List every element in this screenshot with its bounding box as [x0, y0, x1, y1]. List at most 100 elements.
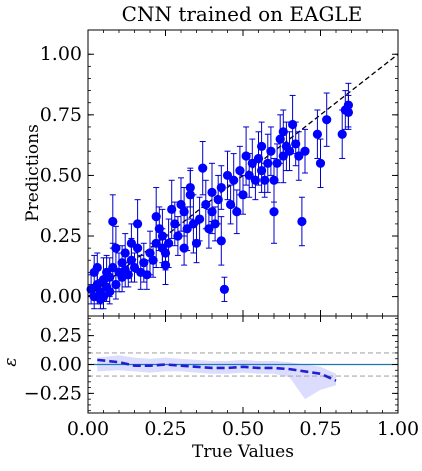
data-point [185, 182, 195, 193]
data-point [98, 292, 109, 302]
data-point [179, 207, 189, 217]
data-point [247, 158, 257, 168]
data-point [111, 279, 121, 290]
data-point [123, 270, 133, 280]
data-point [92, 262, 102, 273]
data-point [226, 199, 236, 210]
data-point [148, 255, 158, 265]
x-tick-label: 0.75 [299, 418, 341, 440]
data-point [238, 190, 248, 200]
residual-plot-frame [87, 315, 399, 414]
data-point [322, 115, 332, 125]
data-point [145, 248, 155, 258]
data-point [343, 107, 353, 118]
data-point [288, 119, 298, 130]
data-point [160, 260, 171, 270]
data-point [284, 146, 295, 156]
data-point [126, 255, 136, 265]
y-tick-label: 0.25 [40, 225, 82, 247]
x-tick-label: 0.00 [67, 418, 109, 440]
data-point [195, 214, 205, 224]
data-point [263, 158, 273, 168]
data-point [151, 238, 161, 248]
data-point [207, 187, 217, 197]
data-point [204, 224, 214, 234]
data-point [201, 199, 211, 210]
y-tick-label: 0.75 [40, 104, 82, 126]
data-point [278, 151, 288, 161]
data-point [111, 243, 121, 253]
data-point [108, 216, 118, 227]
data-point [105, 287, 115, 297]
data-point [337, 129, 347, 139]
data-point [222, 170, 233, 181]
data-point [216, 182, 226, 193]
data-point [173, 231, 183, 241]
data-point [154, 224, 164, 234]
data-point [133, 219, 143, 229]
data-point [86, 284, 96, 294]
data-point [297, 216, 307, 227]
data-point [142, 270, 152, 280]
data-point [275, 134, 285, 144]
data-point [272, 158, 282, 168]
data-point [188, 219, 198, 229]
data-point [257, 141, 267, 151]
data-point [105, 272, 115, 282]
data-point [213, 195, 223, 205]
data-point [164, 238, 174, 248]
residual-y-tick-label: 0.00 [40, 354, 82, 376]
data-point [294, 151, 304, 161]
data-point [170, 219, 180, 229]
x-tick-label: 1.00 [377, 418, 419, 440]
data-point [244, 170, 254, 181]
data-point [151, 212, 161, 222]
data-point [235, 165, 245, 176]
data-point [219, 284, 229, 294]
data-point [269, 207, 279, 217]
data-point [207, 207, 217, 217]
y-tick-label: 0.50 [40, 164, 82, 186]
data-point [257, 165, 267, 176]
data-point [179, 243, 189, 253]
residual-y-tick-label: 0.25 [40, 325, 82, 347]
data-point [191, 238, 202, 248]
data-point [250, 175, 260, 185]
y-tick-label: 0.00 [40, 286, 82, 308]
residual-y-tick-label: −0.25 [24, 382, 82, 404]
data-point [260, 175, 270, 185]
data-point [176, 199, 186, 210]
data-point [291, 139, 301, 149]
y-tick-label: 1.00 [40, 43, 82, 65]
data-point [300, 146, 310, 156]
data-point [129, 262, 140, 273]
data-point [92, 279, 102, 290]
data-point [269, 175, 279, 185]
data-point [157, 231, 167, 241]
data-point [160, 248, 171, 258]
data-point [182, 224, 192, 234]
data-point [315, 158, 326, 168]
data-point [120, 248, 130, 258]
data-point [278, 127, 288, 137]
residual-axis-label: ε [1, 357, 21, 366]
data-point [108, 262, 118, 273]
data-point [167, 204, 177, 214]
data-point [241, 151, 251, 161]
data-point [139, 258, 149, 268]
x-tick-label: 0.25 [144, 418, 186, 440]
y-axis-label: Predictions [23, 124, 43, 222]
chart-title: CNN trained on EAGLE [122, 2, 363, 26]
data-point [312, 129, 322, 139]
data-point [198, 163, 208, 173]
data-point [185, 190, 195, 200]
data-point [253, 153, 264, 164]
data-point [210, 219, 220, 229]
residual-uncertainty-band [97, 355, 336, 400]
x-tick-label: 0.50 [222, 418, 264, 440]
residual-mean-line [97, 358, 337, 382]
data-point [133, 243, 143, 253]
residual-plot: −0.25 0.00 0.25 0.00 0.25 0.50 0.75 1.00 [24, 316, 419, 440]
